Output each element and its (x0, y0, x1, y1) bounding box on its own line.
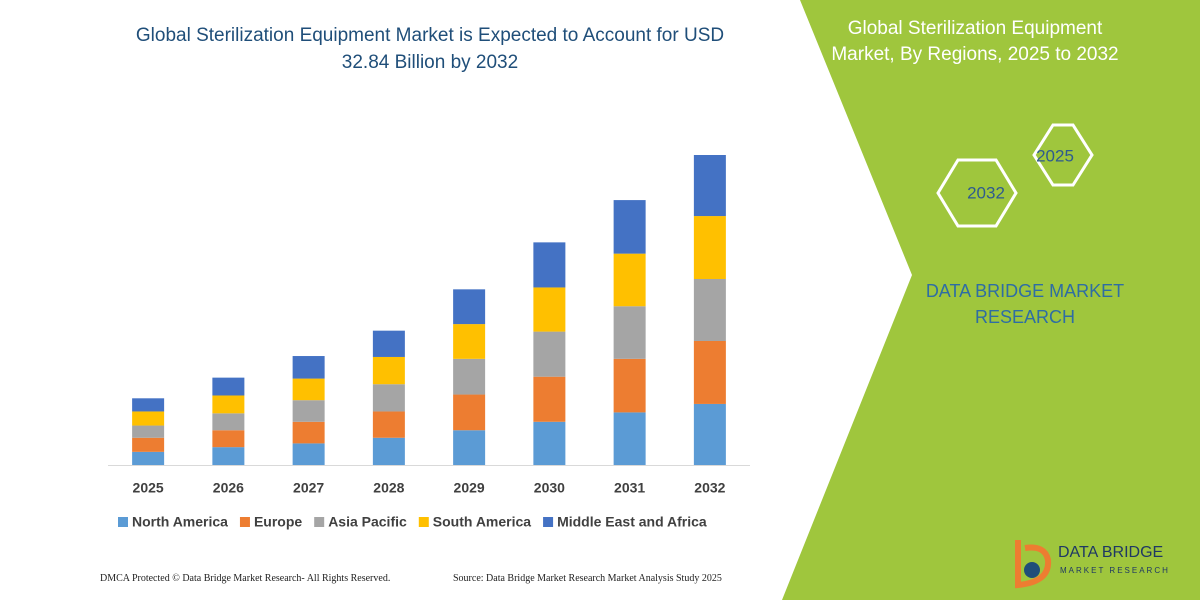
footer-source: Source: Data Bridge Market Research Mark… (453, 573, 722, 584)
x-tick-label: 2028 (373, 480, 404, 496)
bar-segment (613, 412, 646, 465)
bar-segment (372, 330, 405, 357)
bar-segment (372, 384, 405, 412)
x-tick-label: 2031 (614, 480, 645, 496)
legend-swatch (314, 517, 325, 527)
bar-segment (453, 430, 486, 465)
bar-segment (533, 376, 566, 422)
bar-segment (693, 279, 726, 341)
bar-segment (453, 289, 486, 325)
logo-mark (1024, 562, 1040, 578)
bar-segment (453, 358, 486, 395)
x-tick-label: 2030 (534, 480, 565, 496)
bar-segment (613, 200, 646, 254)
bar-segment (613, 306, 646, 359)
legend-swatch (543, 517, 554, 527)
bar-segment (533, 242, 566, 288)
bar-segment (292, 378, 325, 401)
footer-dmca: DMCA Protected © Data Bridge Market Rese… (100, 573, 391, 584)
bar-segment (372, 437, 405, 465)
x-tick-label: 2029 (454, 480, 485, 496)
bar-segment (693, 341, 726, 404)
bar-segment (132, 437, 165, 452)
bar-segment (292, 421, 325, 444)
bar-segment (533, 287, 566, 332)
bar-segment (453, 324, 486, 359)
hexagon-label: 2032 (967, 183, 1005, 202)
legend-label: North America (132, 514, 228, 530)
x-tick-label: 2032 (694, 480, 725, 496)
logo-name: DATA BRIDGE (1058, 544, 1163, 561)
bar-segment (693, 403, 726, 465)
legend-label: Middle East and Africa (557, 514, 707, 530)
bar-segment (132, 425, 165, 438)
bar-segment (372, 356, 405, 385)
legend-swatch (239, 517, 250, 527)
bar-segment (212, 395, 245, 414)
chart-title: Global Sterilization Equipment Market is… (135, 25, 725, 73)
side-panel (782, 0, 1200, 600)
hexagon (1032, 123, 1094, 187)
bar-segment (212, 413, 245, 431)
bar-segment (613, 253, 646, 307)
bar-segment (533, 331, 566, 377)
bar-segment (212, 447, 245, 465)
x-tick-label: 2025 (133, 480, 164, 496)
bar-segment (132, 398, 165, 412)
bar-segment (212, 377, 245, 396)
bar-segment (132, 411, 165, 426)
bar-segment (693, 155, 726, 217)
bar-segment (613, 358, 646, 413)
x-tick-label: 2027 (293, 480, 324, 496)
legend-label: Asia Pacific (328, 514, 407, 530)
panel-title: Global Sterilization Equipment Market, B… (831, 18, 1119, 65)
bar-segment (292, 356, 325, 379)
legend-label: South America (433, 514, 531, 530)
bar-segment (693, 216, 726, 279)
bar-segment (212, 430, 245, 448)
hexagon-label: 2025 (1036, 146, 1074, 165)
hexagon (936, 158, 1018, 228)
logo-tagline: MARKET RESEARCH (1060, 566, 1170, 575)
bar-segment (292, 400, 325, 422)
bar-segment (132, 451, 165, 465)
legend-label: Europe (254, 514, 302, 530)
bar-segment (453, 394, 486, 431)
logo-mark (1015, 540, 1052, 589)
legend-swatch (118, 517, 128, 527)
bar-segment (533, 421, 566, 465)
brand: DATA BRIDGE MARKET RESEARCH (925, 281, 1125, 327)
x-tick-label: 2026 (213, 480, 244, 496)
bar-segment (372, 411, 405, 438)
legend-swatch (418, 517, 429, 527)
bar-segment (292, 443, 325, 465)
